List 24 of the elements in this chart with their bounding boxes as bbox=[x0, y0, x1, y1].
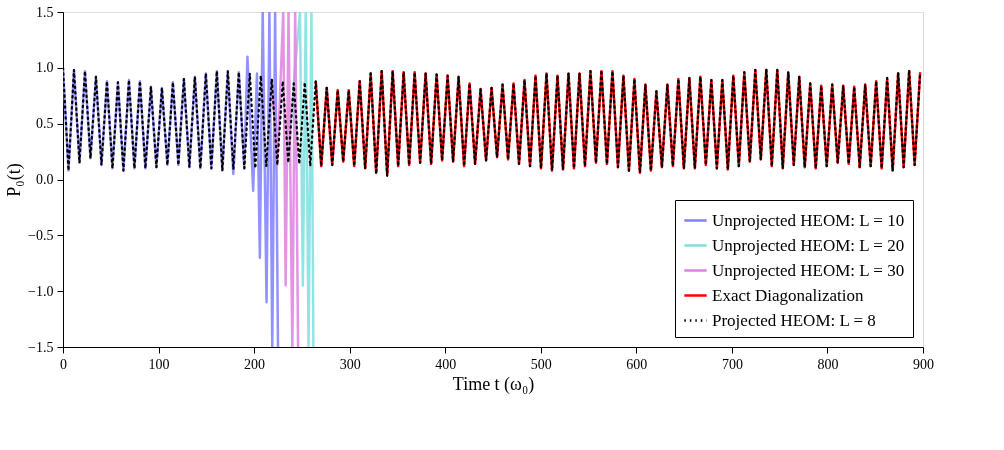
y-tick-label: −1.0 bbox=[28, 283, 54, 299]
y-tick-label: −1.5 bbox=[28, 339, 54, 355]
legend-label: Unprojected HEOM: L = 30 bbox=[712, 260, 905, 280]
y-tick-label: 0.0 bbox=[36, 172, 54, 187]
legend-label: Unprojected HEOM: L = 10 bbox=[712, 210, 905, 230]
legend-label: Exact Diagonalization bbox=[712, 285, 865, 305]
x-tick-label: 900 bbox=[913, 356, 934, 372]
y-tick-label: 0.5 bbox=[36, 116, 54, 132]
legend-label: Unprojected HEOM: L = 20 bbox=[712, 235, 905, 255]
y-tick-label: 1.0 bbox=[36, 60, 54, 76]
x-tick-label: 300 bbox=[339, 356, 361, 372]
y-axis-title: P₀(t) bbox=[4, 163, 26, 197]
x-tick-label: 600 bbox=[626, 356, 648, 372]
x-tick-label: 500 bbox=[530, 356, 552, 372]
x-tick-label: 0 bbox=[60, 356, 67, 372]
x-axis-title: Time t (ω₀) bbox=[452, 373, 535, 395]
x-tick-label: 800 bbox=[817, 356, 839, 372]
y-tick-label: 1.5 bbox=[36, 4, 54, 20]
x-tick-label: 100 bbox=[148, 356, 170, 372]
legend-label: Projected HEOM: L = 8 bbox=[712, 310, 876, 330]
x-tick-label: 200 bbox=[244, 356, 266, 372]
y-tick-label: −0.5 bbox=[28, 227, 54, 243]
x-tick-label: 400 bbox=[435, 356, 457, 372]
x-tick-label: 700 bbox=[721, 356, 743, 372]
